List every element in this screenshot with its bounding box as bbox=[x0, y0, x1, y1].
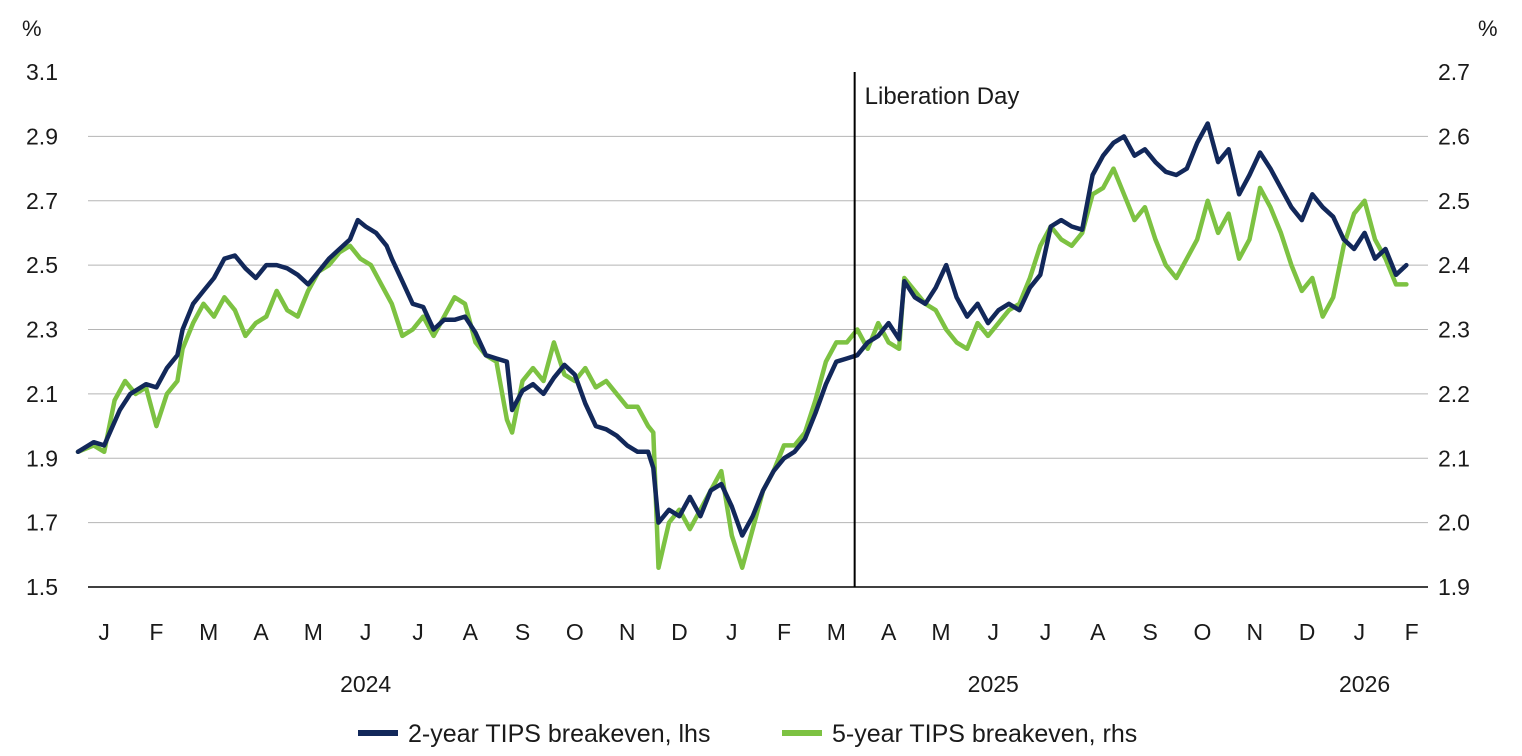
gridlines bbox=[88, 135, 1428, 588]
legend-label-5-year: 5-year TIPS breakeven, rhs bbox=[832, 720, 1137, 748]
right-axis-ticks: 1.9 2.0 2.1 2.2 2.3 2.4 2.5 2.6 2.7 bbox=[1438, 59, 1470, 600]
month-tick-label: F bbox=[149, 619, 163, 645]
left-tick-label: 1.5 bbox=[26, 574, 58, 600]
month-tick-label: J bbox=[412, 619, 424, 645]
series-line-5-year bbox=[75, 166, 1409, 570]
left-tick-label: 1.9 bbox=[26, 445, 58, 471]
month-tick-label: D bbox=[671, 619, 688, 645]
month-tick-label: A bbox=[463, 619, 479, 645]
month-tick-label: N bbox=[1246, 619, 1263, 645]
right-tick-label: 2.6 bbox=[1438, 123, 1470, 149]
right-tick-label: 2.0 bbox=[1438, 510, 1470, 536]
month-tick-label: J bbox=[726, 619, 738, 645]
month-tick-label: J bbox=[1354, 619, 1366, 645]
series-line-2-year bbox=[75, 121, 1409, 538]
left-tick-label: 2.1 bbox=[26, 381, 58, 407]
left-tick-label: 3.1 bbox=[26, 59, 58, 85]
legend-label-2-year: 2-year TIPS breakeven, lhs bbox=[408, 720, 710, 748]
year-label: 2025 bbox=[968, 671, 1019, 697]
month-tick-label: O bbox=[1194, 619, 1212, 645]
series-lines bbox=[75, 121, 1409, 570]
left-tick-label: 1.7 bbox=[26, 510, 58, 536]
left-axis-ticks: 1.5 1.7 1.9 2.1 2.3 2.5 2.7 2.9 3.1 bbox=[26, 59, 58, 600]
liberation-day-label: Liberation Day bbox=[865, 83, 1020, 110]
month-tick-label: M bbox=[304, 619, 323, 645]
month-tick-label: A bbox=[253, 619, 269, 645]
month-tick-label: J bbox=[1040, 619, 1052, 645]
left-tick-label: 2.7 bbox=[26, 188, 58, 214]
right-tick-label: 2.5 bbox=[1438, 188, 1470, 214]
month-tick-label: M bbox=[931, 619, 950, 645]
month-tick-label: N bbox=[619, 619, 636, 645]
left-tick-label: 2.9 bbox=[26, 123, 58, 149]
month-tick-label: A bbox=[881, 619, 897, 645]
month-tick-label: O bbox=[566, 619, 584, 645]
year-label: 2024 bbox=[340, 671, 391, 697]
month-tick-label: F bbox=[1405, 619, 1419, 645]
month-tick-label: D bbox=[1299, 619, 1316, 645]
left-tick-label: 2.5 bbox=[26, 252, 58, 278]
month-tick-label: M bbox=[199, 619, 218, 645]
month-tick-label: S bbox=[515, 619, 530, 645]
month-tick-label: A bbox=[1090, 619, 1106, 645]
month-tick-label: S bbox=[1142, 619, 1157, 645]
right-tick-label: 2.1 bbox=[1438, 445, 1470, 471]
left-axis-unit: % bbox=[22, 16, 42, 41]
left-tick-label: 2.3 bbox=[26, 317, 58, 343]
month-tick-label: J bbox=[98, 619, 110, 645]
legend: 2-year TIPS breakeven, lhs 5-year TIPS b… bbox=[358, 720, 1137, 748]
right-tick-label: 2.7 bbox=[1438, 59, 1470, 85]
month-tick-label: F bbox=[777, 619, 791, 645]
right-tick-label: 2.2 bbox=[1438, 381, 1470, 407]
month-tick-label: J bbox=[360, 619, 372, 645]
right-axis-unit: % bbox=[1478, 16, 1498, 41]
year-axis-labels: 2024 2025 2026 bbox=[340, 671, 1390, 697]
right-tick-label: 2.4 bbox=[1438, 252, 1470, 278]
right-tick-label: 2.3 bbox=[1438, 317, 1470, 343]
month-tick-label: M bbox=[827, 619, 846, 645]
right-tick-label: 1.9 bbox=[1438, 574, 1470, 600]
year-label: 2026 bbox=[1339, 671, 1390, 697]
month-tick-label: J bbox=[988, 619, 1000, 645]
